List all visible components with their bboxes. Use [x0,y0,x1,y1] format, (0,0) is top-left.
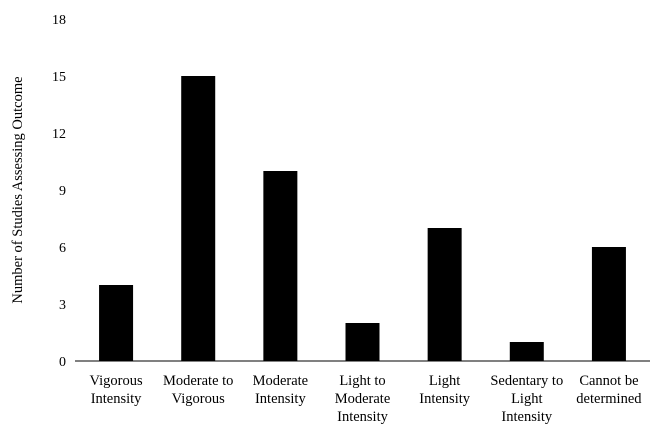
y-tick-label: 12 [52,127,66,142]
x-tick-label: Light [429,373,460,389]
x-tick-label: Moderate to [163,373,233,389]
y-axis-title: Number of Studies Assessing Outcome [10,76,26,303]
x-tick-label: Intensity [255,391,306,407]
x-tick-label: Moderate [253,373,309,389]
x-axis-labels: Vigorous Intensity Moderate to Vigorous Mode… [90,373,643,424]
x-tick-label: Intensity [337,409,388,424]
x-tick-label: Light [511,391,542,407]
x-tick-label: Vigorous [172,391,225,407]
x-tick-label: Intensity [91,391,142,407]
bars [99,76,626,361]
y-tick-label: 0 [59,355,66,370]
x-tick-label: Intensity [501,409,552,424]
y-tick-label: 9 [59,184,66,199]
y-tick-label: 6 [59,241,66,256]
x-tick-label: Cannot be [579,373,638,389]
bar [509,342,544,361]
bar [181,76,216,361]
bar [591,247,626,361]
x-tick-label: determined [576,391,642,407]
bar [99,285,134,361]
bar [263,171,298,361]
x-tick-label: Light to [339,373,385,389]
bar [345,323,380,361]
x-tick-label: Intensity [419,391,470,407]
y-axis-ticks: 0 3 6 9 12 15 18 [52,13,66,370]
x-tick-label: Moderate [335,391,391,407]
x-tick-label: Vigorous [90,373,143,389]
x-tick-label: Sedentary to [490,373,563,389]
bar [427,228,462,361]
y-tick-label: 15 [52,70,66,85]
y-tick-label: 18 [52,13,66,28]
y-tick-label: 3 [59,298,66,313]
